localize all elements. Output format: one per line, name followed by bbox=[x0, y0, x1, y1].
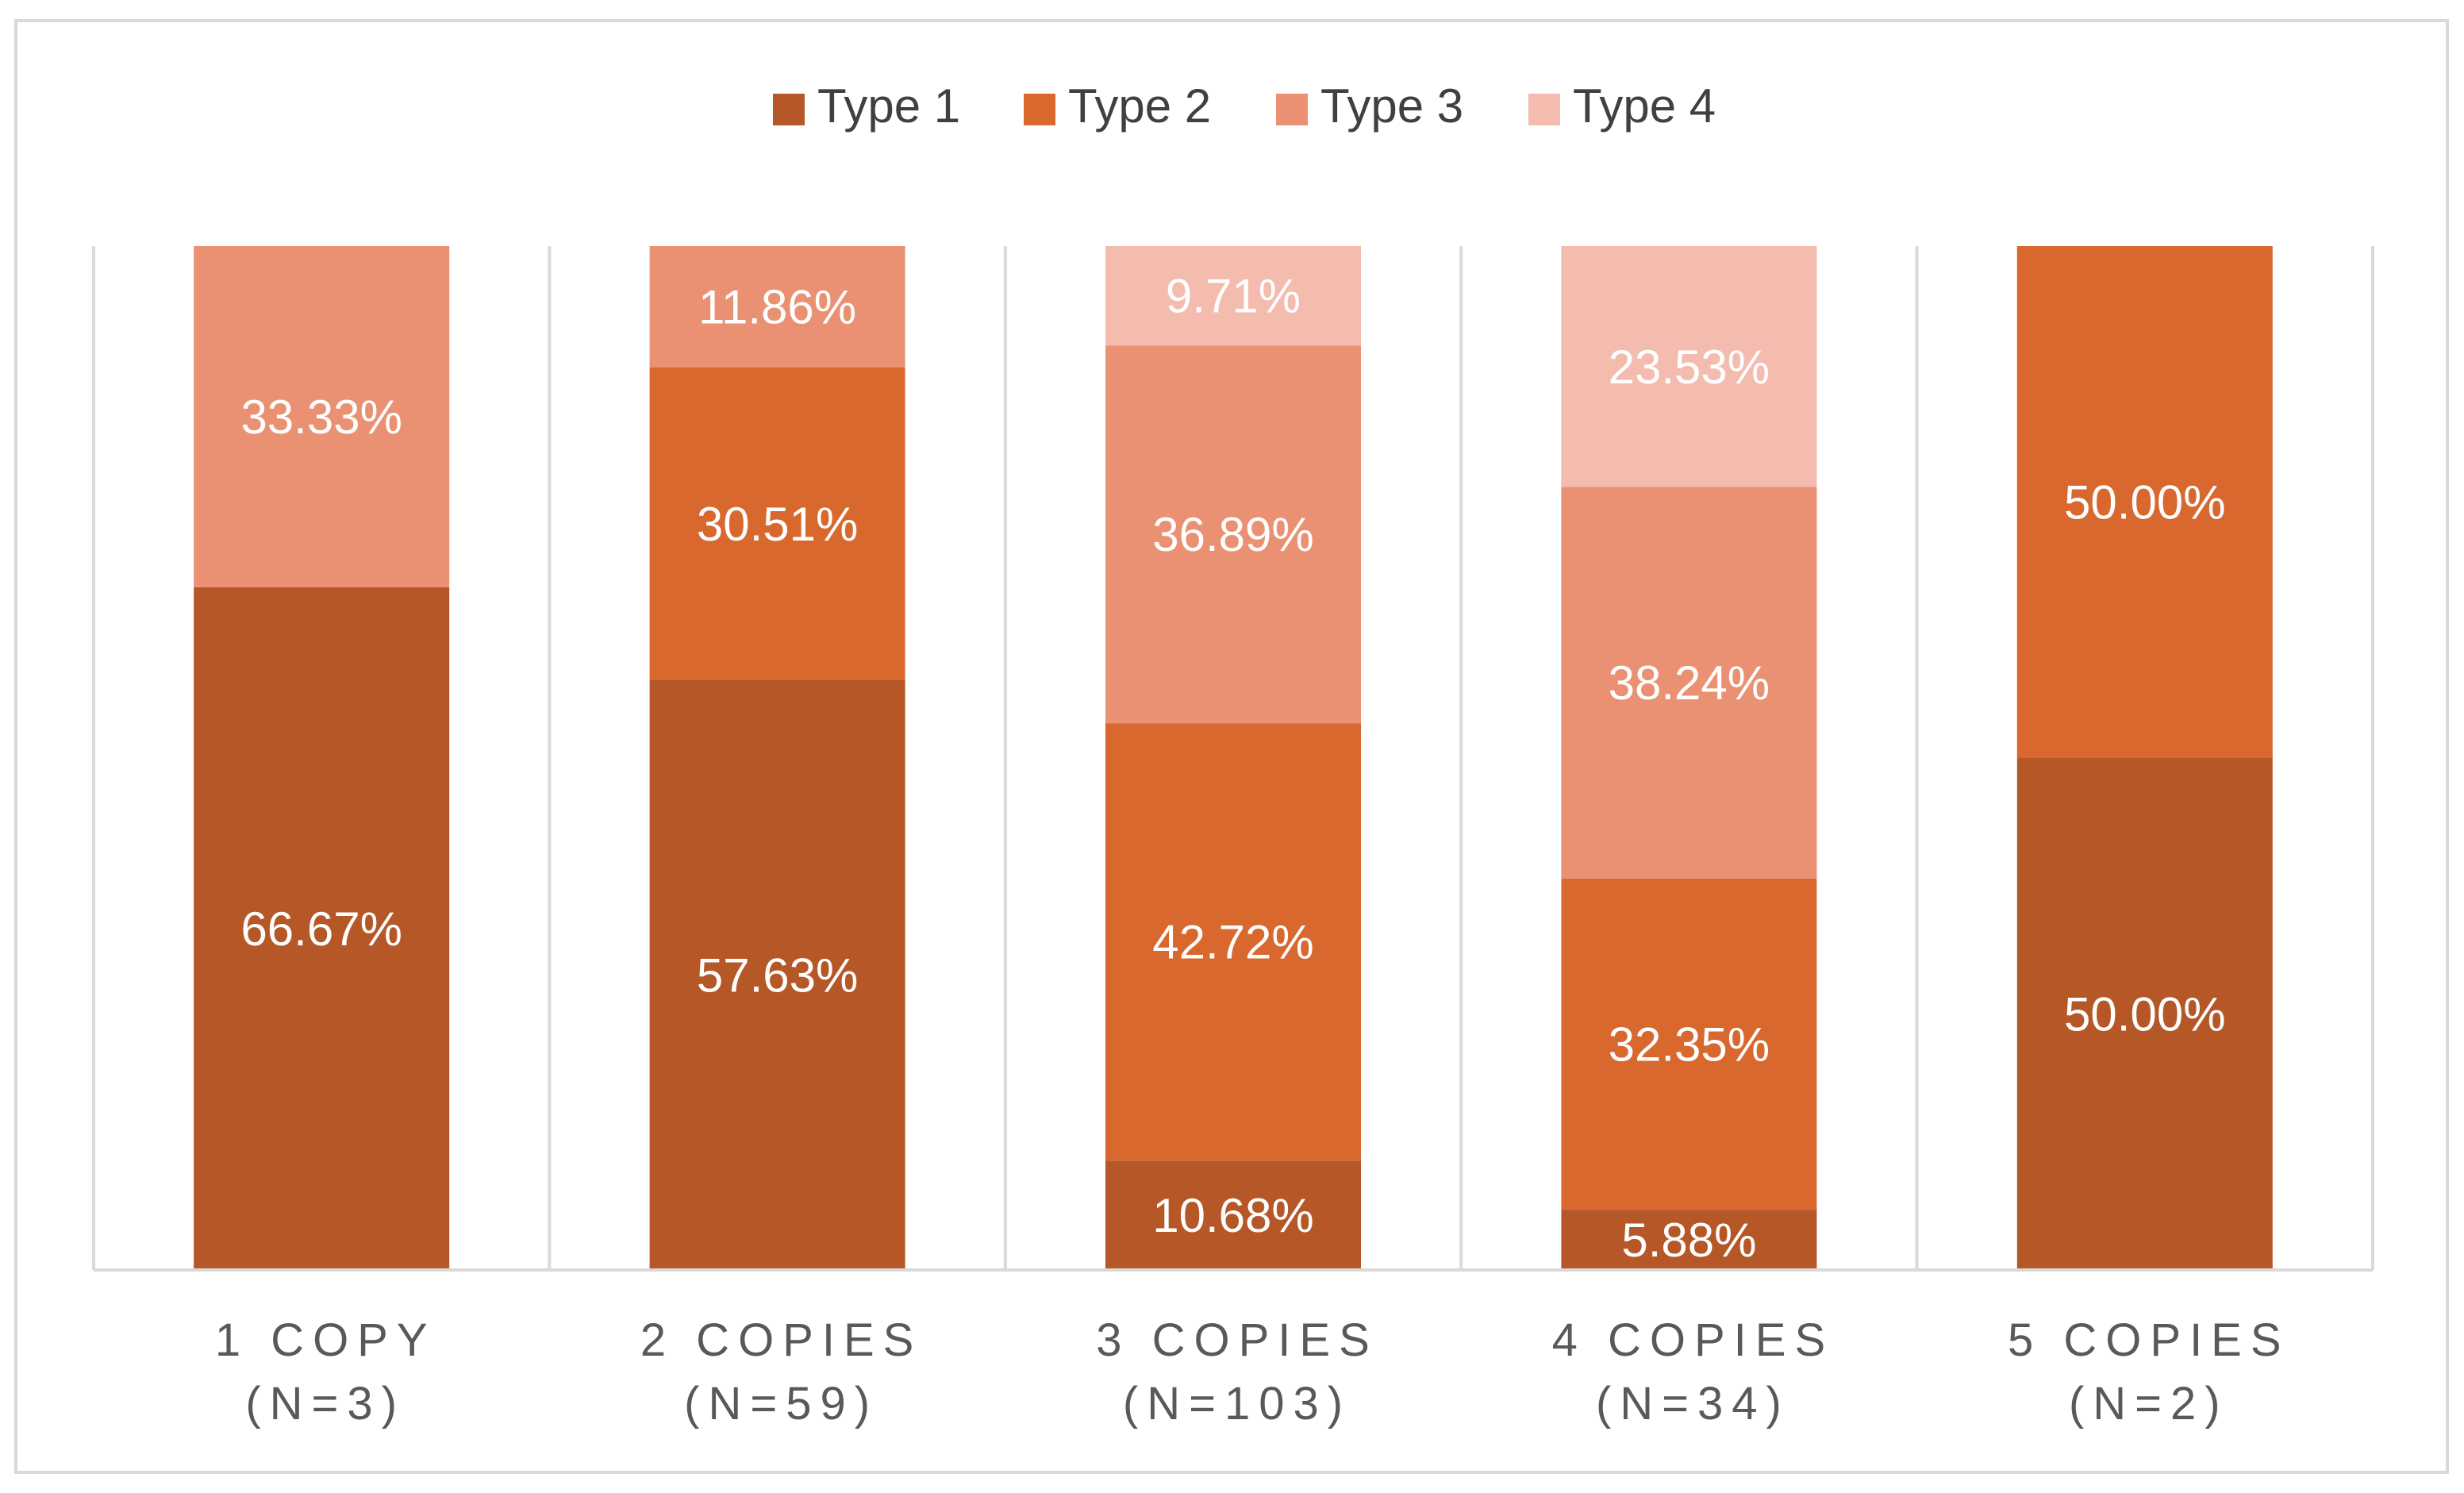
data-label-type-1: 10.68% bbox=[1152, 1189, 1314, 1242]
category-label: 4 COPIES bbox=[1552, 1314, 1835, 1366]
bar-segment-type-1 bbox=[649, 679, 905, 1270]
category-label: 1 COPY bbox=[215, 1314, 436, 1366]
legend-label-type-3: Type 3 bbox=[1320, 79, 1463, 133]
legend-label-type-4: Type 4 bbox=[1573, 79, 1716, 133]
bars bbox=[194, 246, 2273, 1270]
legend-label-type-2: Type 2 bbox=[1068, 79, 1211, 133]
data-label-type-2: 32.35% bbox=[1609, 1018, 1770, 1071]
bar-segment-type-1 bbox=[1105, 1160, 1361, 1270]
legend-swatch-type-3 bbox=[1276, 94, 1308, 125]
gridlines bbox=[92, 246, 2374, 1270]
bar-segment-type-3 bbox=[1105, 345, 1361, 724]
legend-swatch-type-1 bbox=[773, 94, 805, 125]
bar-segment-type-4 bbox=[1561, 246, 1817, 487]
data-label-type-2: 50.00% bbox=[2064, 476, 2226, 529]
data-label-type-4: 23.53% bbox=[1609, 341, 1770, 394]
category-label: (N=34) bbox=[1596, 1378, 1790, 1430]
bar-segment-type-2 bbox=[649, 367, 905, 680]
legend-swatch-type-4 bbox=[1528, 94, 1560, 125]
data-label-type-3: 36.89% bbox=[1152, 508, 1314, 561]
legend: Type 1 Type 2 Type 3 Type 4 bbox=[773, 79, 1716, 133]
x-axis: 1 COPY (N=3) 2 COPIES (N=59) 3 COPIES (N=103)… bbox=[94, 1268, 2373, 1430]
data-label-type-2: 30.51% bbox=[697, 498, 859, 551]
legend-swatch-type-2 bbox=[1024, 94, 1055, 125]
data-label-type-3: 11.86% bbox=[698, 280, 856, 333]
legend-label-type-1: Type 1 bbox=[817, 79, 960, 133]
bar-segment-type-1 bbox=[2016, 758, 2273, 1270]
data-label-type-1: 66.67% bbox=[240, 902, 402, 956]
data-label-type-3: 33.33% bbox=[240, 391, 402, 444]
category-label: (N=59) bbox=[684, 1378, 878, 1430]
stacked-bar-chart: Type 1 Type 2 Type 3 Type 4 66.67% 33.33% 57.… bbox=[92, 79, 2374, 1430]
category-label: 5 COPIES bbox=[2008, 1314, 2290, 1366]
bar-segment-type-1 bbox=[1561, 1210, 1817, 1270]
data-labels: 66.67% 33.33% 57.63% 30.51% 11.86% 10.68% 42.7… bbox=[240, 270, 2225, 1267]
data-label-type-4: 9.71% bbox=[1166, 270, 1301, 323]
chart-frame: Type 1 Type 2 Type 3 Type 4 66.67% 33.33% 57.… bbox=[14, 19, 2449, 1474]
category-label: (N=103) bbox=[1123, 1378, 1351, 1430]
bar-segment-type-4 bbox=[1105, 246, 1361, 346]
bar-segment-type-3 bbox=[1561, 487, 1817, 879]
data-label-type-3: 38.24% bbox=[1609, 656, 1770, 710]
category-label: (N=3) bbox=[245, 1378, 406, 1430]
data-label-type-1: 50.00% bbox=[2064, 988, 2226, 1041]
bar-segment-type-3 bbox=[194, 246, 450, 587]
category-label: (N=2) bbox=[2069, 1378, 2229, 1430]
category-label: 3 COPIES bbox=[1096, 1314, 1378, 1366]
bar-segment-type-2 bbox=[2016, 246, 2273, 758]
category-label: 2 COPIES bbox=[640, 1314, 923, 1366]
data-label-type-1: 57.63% bbox=[697, 949, 859, 1002]
data-label-type-2: 42.72% bbox=[1152, 916, 1314, 969]
bar-segment-type-2 bbox=[1561, 878, 1817, 1210]
bar-segment-type-1 bbox=[194, 587, 450, 1270]
data-label-type-1: 5.88% bbox=[1621, 1214, 1756, 1267]
bar-segment-type-2 bbox=[1105, 723, 1361, 1161]
bar-segment-type-3 bbox=[649, 246, 905, 367]
